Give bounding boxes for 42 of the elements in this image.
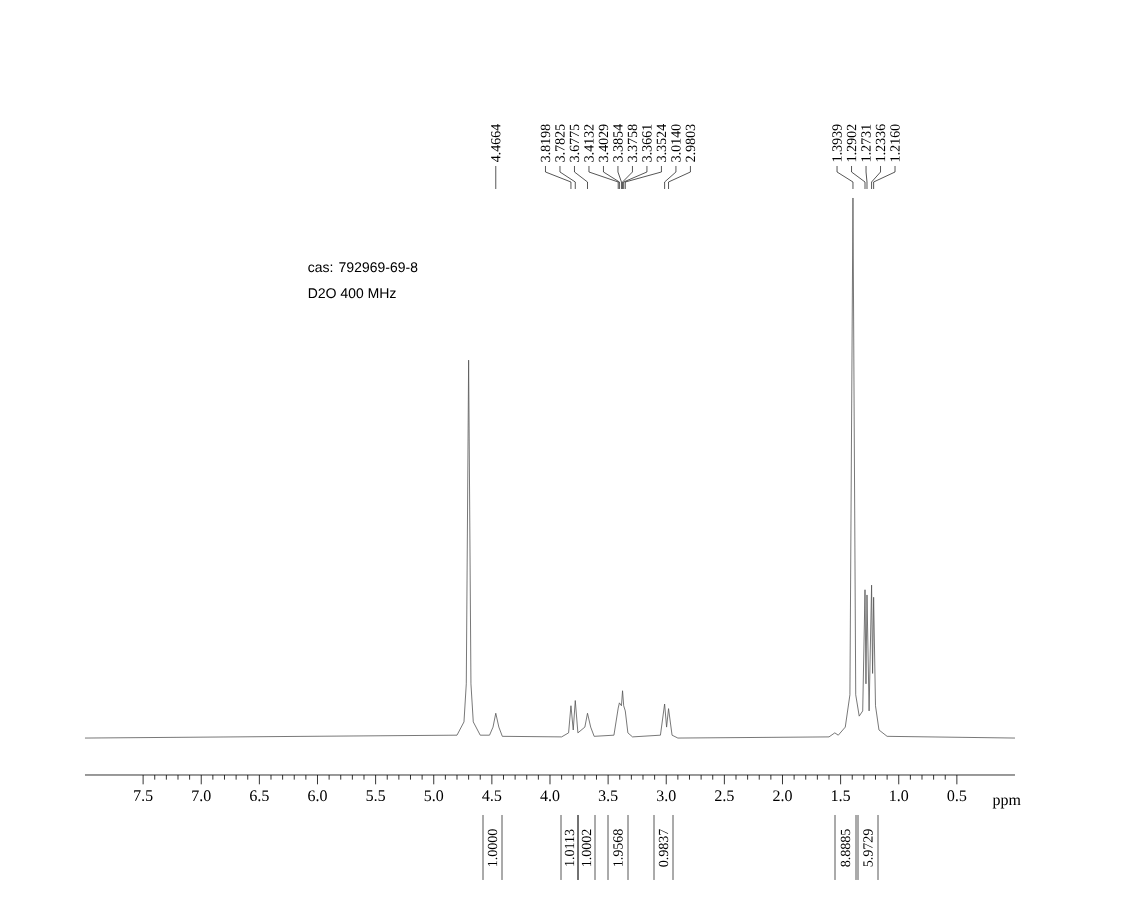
annotation: 1.2336 [875, 124, 886, 162]
text: cas: 792969-69-8 [308, 262, 418, 273]
annotation: 2.9803 [685, 124, 696, 162]
annotation: 3.4132 [584, 124, 594, 162]
x-tick-label: 6.0 [308, 790, 327, 802]
text: 1.0113 [564, 829, 575, 866]
annotation: 3.6775 [569, 124, 580, 162]
x-axis-title: ppm [992, 797, 1021, 809]
x-tick-label: 0.5 [947, 790, 967, 802]
x-tick-label: 3.5 [598, 790, 618, 802]
annotation: 3.7825 [555, 124, 565, 162]
x-tick-label: 1.0 [890, 790, 909, 802]
x-tick-label: 4.0 [540, 790, 560, 802]
annotation: 1.2731 [861, 124, 871, 162]
text: 1.0002 [581, 829, 592, 866]
annotation: 1.2160 [890, 124, 900, 162]
x-tick-label: 5.5 [366, 790, 385, 802]
annotation: 3.8198 [540, 124, 551, 162]
x-tick-label: 3.0 [657, 790, 676, 802]
x-tick-label: 2.5 [715, 790, 734, 802]
x-tick-label: 4.5 [482, 790, 502, 802]
annotation: 1.3939 [832, 124, 842, 162]
text: 8.8885 [840, 829, 851, 867]
annotation: 3.4029 [598, 124, 609, 162]
x-tick-label: 5.0 [424, 790, 444, 802]
annotation: 3.3524 [656, 124, 667, 162]
annotation: 3.3661 [642, 124, 652, 162]
text: 1.0000 [487, 829, 498, 866]
x-tick-label: 6.5 [250, 790, 269, 802]
text: 1.9568 [613, 829, 623, 866]
text: D2O 400 MHz [308, 288, 396, 299]
annotation: 4.4664 [491, 124, 501, 163]
annotation: 3.3758 [627, 124, 638, 162]
x-tick-label: 1.5 [832, 790, 850, 802]
text: 0.9837 [658, 829, 669, 867]
x-tick-label: 7.5 [134, 790, 153, 802]
annotation: 3.3854 [613, 124, 623, 162]
annotation: 3.0140 [671, 124, 681, 162]
text: 5.9729 [863, 829, 873, 867]
annotation: 1.2902 [846, 124, 857, 162]
x-tick-label: 2.0 [773, 790, 792, 802]
x-tick-label: 7.0 [192, 790, 211, 802]
